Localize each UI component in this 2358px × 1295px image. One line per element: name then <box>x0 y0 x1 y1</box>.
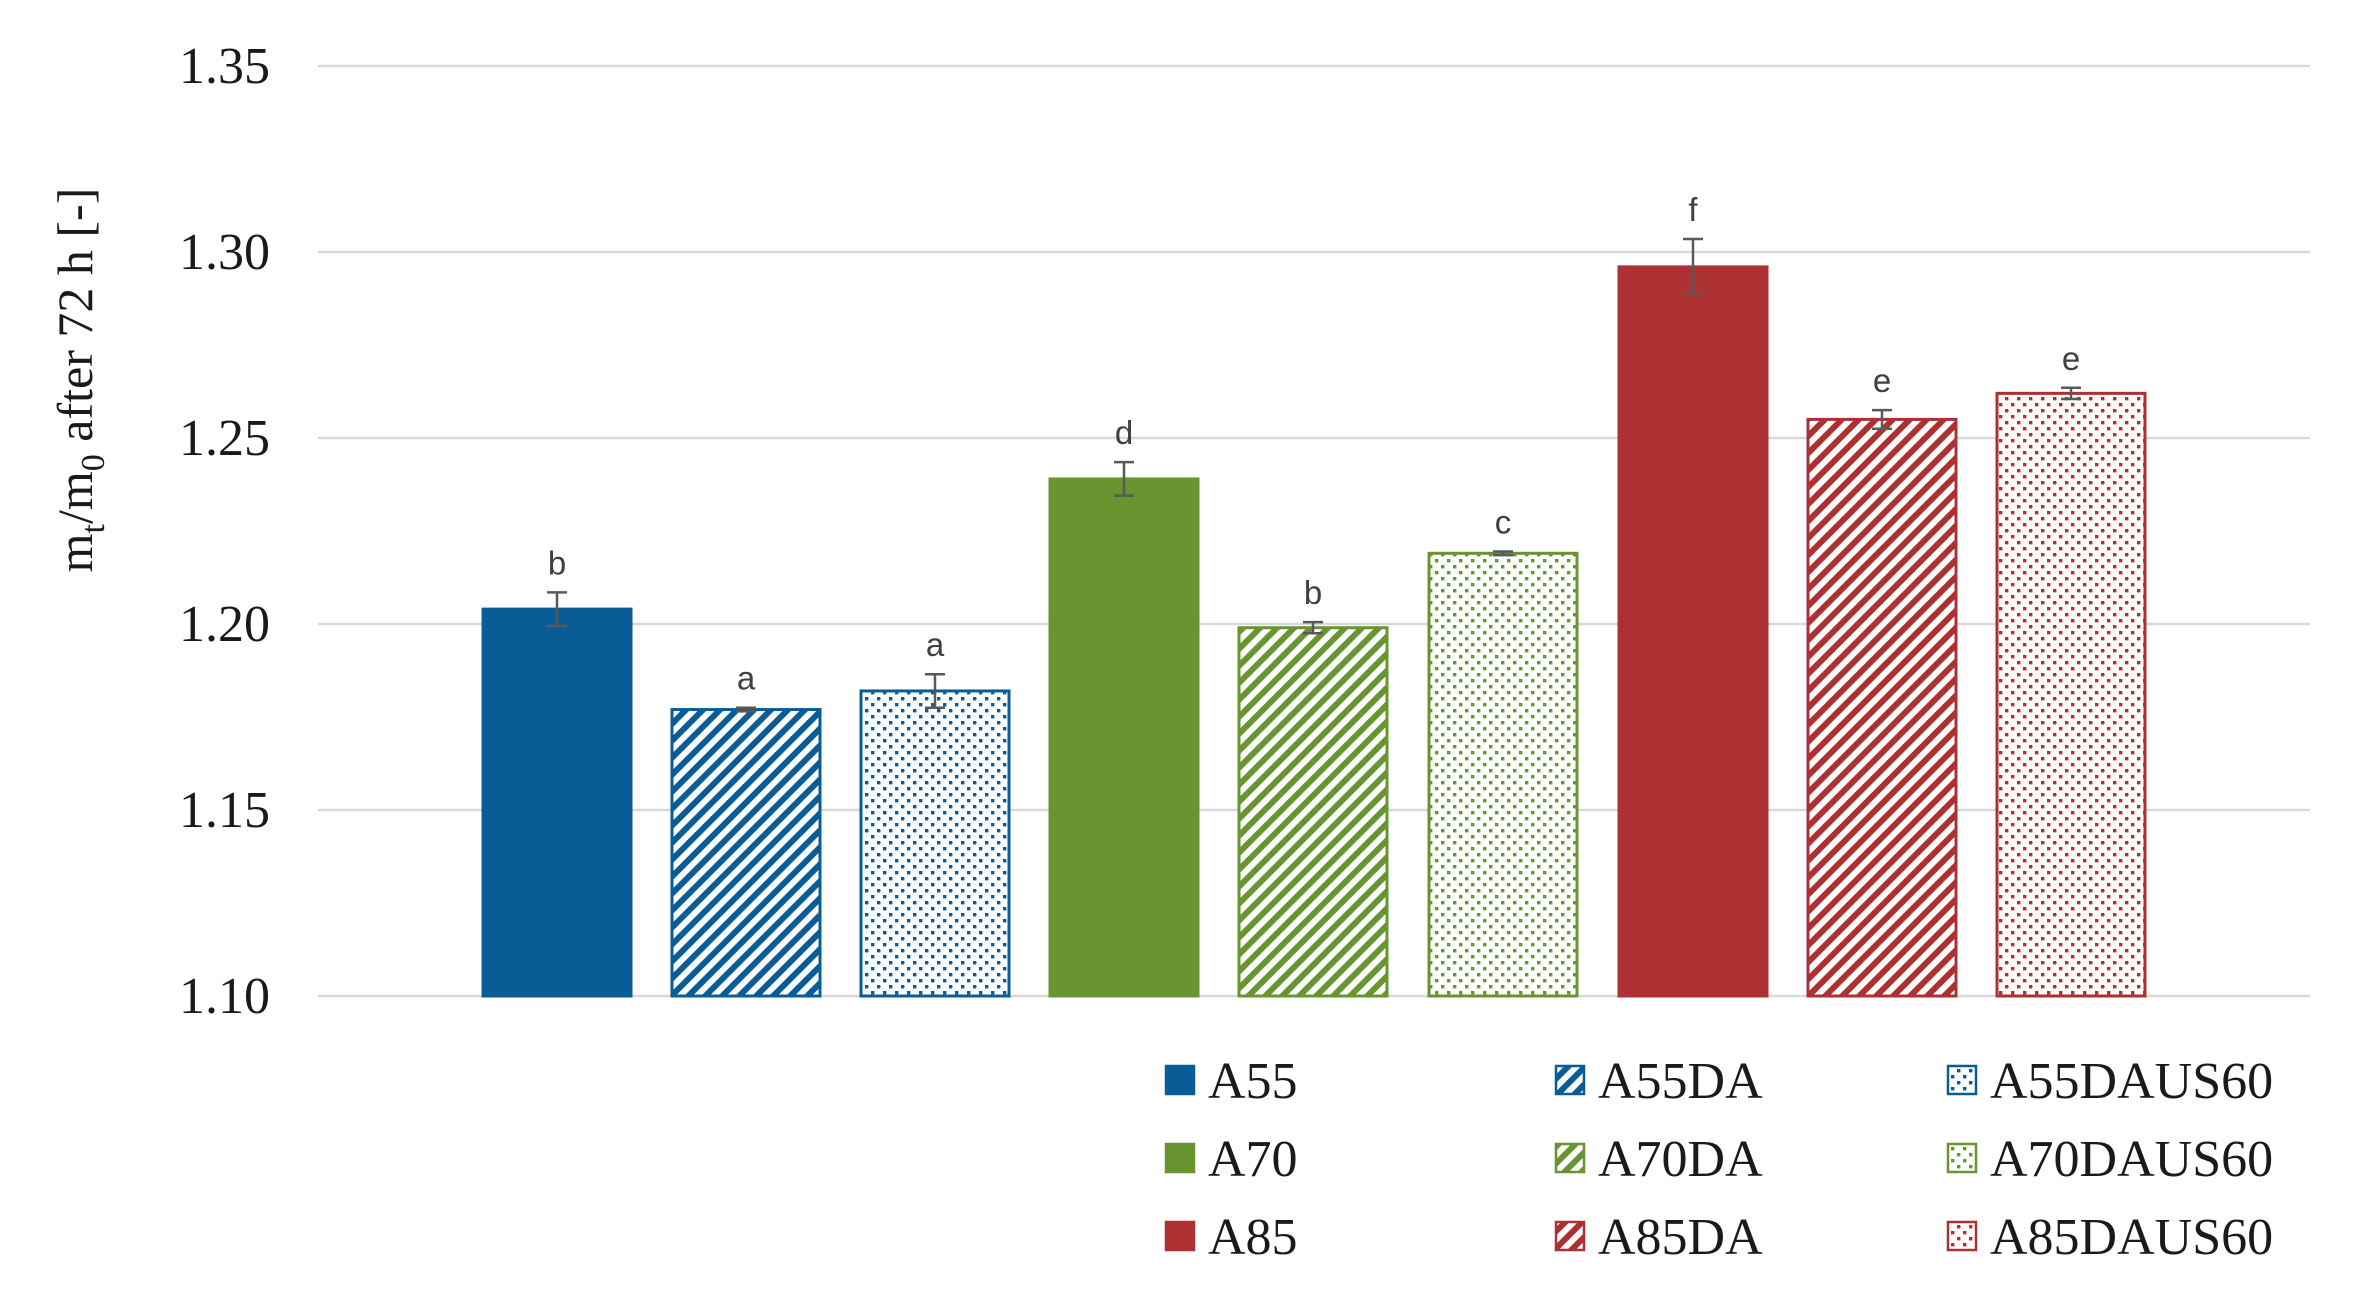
bar-a70 <box>1048 477 1200 998</box>
legend-item-a85: A85 <box>1164 1209 1298 1266</box>
significance-letter: e <box>2062 340 2080 377</box>
legend-item-a70da: A70DA <box>1554 1131 1763 1188</box>
legend-swatch <box>1946 1142 1978 1174</box>
legend-swatch <box>1164 1064 1196 1096</box>
error-bar <box>736 706 756 713</box>
significance-letter: b <box>1304 574 1322 611</box>
bar-a55da <box>670 708 822 998</box>
legend-label: A55DA <box>1598 1053 1763 1110</box>
bar-a55 <box>481 607 633 998</box>
y-tick-label: 1.15 <box>179 782 270 839</box>
error-bar <box>1493 550 1513 557</box>
bar-a85 <box>1617 265 1769 998</box>
y-label-rest: after 72 h [-] <box>47 188 103 455</box>
y-tick-label: 1.30 <box>179 224 270 281</box>
error-bar <box>1303 620 1323 635</box>
error-bar <box>1683 237 1703 297</box>
legend-swatch <box>1946 1064 1978 1096</box>
y-label-t-subscript: t <box>75 523 112 533</box>
significance-letter: f <box>1688 191 1698 228</box>
bar-a70daus60 <box>1427 551 1579 998</box>
legend-swatch <box>1946 1220 1978 1252</box>
legend-label: A85 <box>1208 1209 1298 1266</box>
legend-label: A85DA <box>1598 1209 1763 1266</box>
legend-swatch <box>1164 1142 1196 1174</box>
significance-letter: a <box>737 660 756 697</box>
legend-item-a85da: A85DA <box>1554 1209 1763 1266</box>
error-bar <box>925 672 945 709</box>
error-bar <box>547 591 567 628</box>
legend-label: A55 <box>1208 1053 1298 1110</box>
legend-item-a70daus60: A70DAUS60 <box>1946 1131 2273 1188</box>
y-tick-label: 1.25 <box>179 410 270 467</box>
legend: A55 A55DA A55DAUS60 A70 A70DA A70DAUS60 A85 A85… <box>1164 1053 2273 1266</box>
y-label-slash: /m <box>47 471 103 524</box>
significance-letter: a <box>926 626 945 663</box>
legend-swatch <box>1164 1220 1196 1252</box>
significance-letter: c <box>1495 503 1512 540</box>
significance-letter: b <box>548 544 566 581</box>
significance-letter: e <box>1873 362 1891 399</box>
legend-item-a55da: A55DA <box>1554 1053 1763 1110</box>
y-tick-label: 1.10 <box>179 968 270 1025</box>
legend-item-a85daus60: A85DAUS60 <box>1946 1209 2273 1266</box>
y-tick-label: 1.35 <box>179 38 270 95</box>
legend-label: A70DAUS60 <box>1990 1131 2273 1188</box>
bar-a70da <box>1237 626 1389 998</box>
bar-a85daus60 <box>1995 391 2147 998</box>
legend-label: A70DA <box>1598 1131 1763 1188</box>
y-label-m: m <box>47 533 103 572</box>
y-axis-label: mt/m0 after 72 h [-] <box>47 188 112 573</box>
legend-label: A85DAUS60 <box>1990 1209 2273 1266</box>
y-tick-label: 1.20 <box>179 596 270 653</box>
y-label-zero-subscript: 0 <box>75 454 112 471</box>
bars: b a a d b c f e e <box>481 191 2147 998</box>
bar-a55daus60 <box>859 689 1011 998</box>
legend-swatch <box>1554 1220 1586 1252</box>
legend-label: A70 <box>1208 1131 1298 1188</box>
legend-swatch <box>1554 1142 1586 1174</box>
legend-item-a55: A55 <box>1164 1053 1298 1110</box>
y-axis-ticks: 1.10 1.15 1.20 1.25 1.30 1.35 <box>179 38 270 1025</box>
error-bar <box>2061 386 2081 401</box>
error-bar <box>1872 408 1892 430</box>
legend-swatch <box>1554 1064 1586 1096</box>
significance-letter: d <box>1115 414 1133 451</box>
legend-item-a55daus60: A55DAUS60 <box>1946 1053 2273 1110</box>
error-bar <box>1114 460 1134 497</box>
legend-item-a70: A70 <box>1164 1131 1298 1188</box>
bar-a85da <box>1806 417 1958 998</box>
legend-label: A55DAUS60 <box>1990 1053 2273 1110</box>
